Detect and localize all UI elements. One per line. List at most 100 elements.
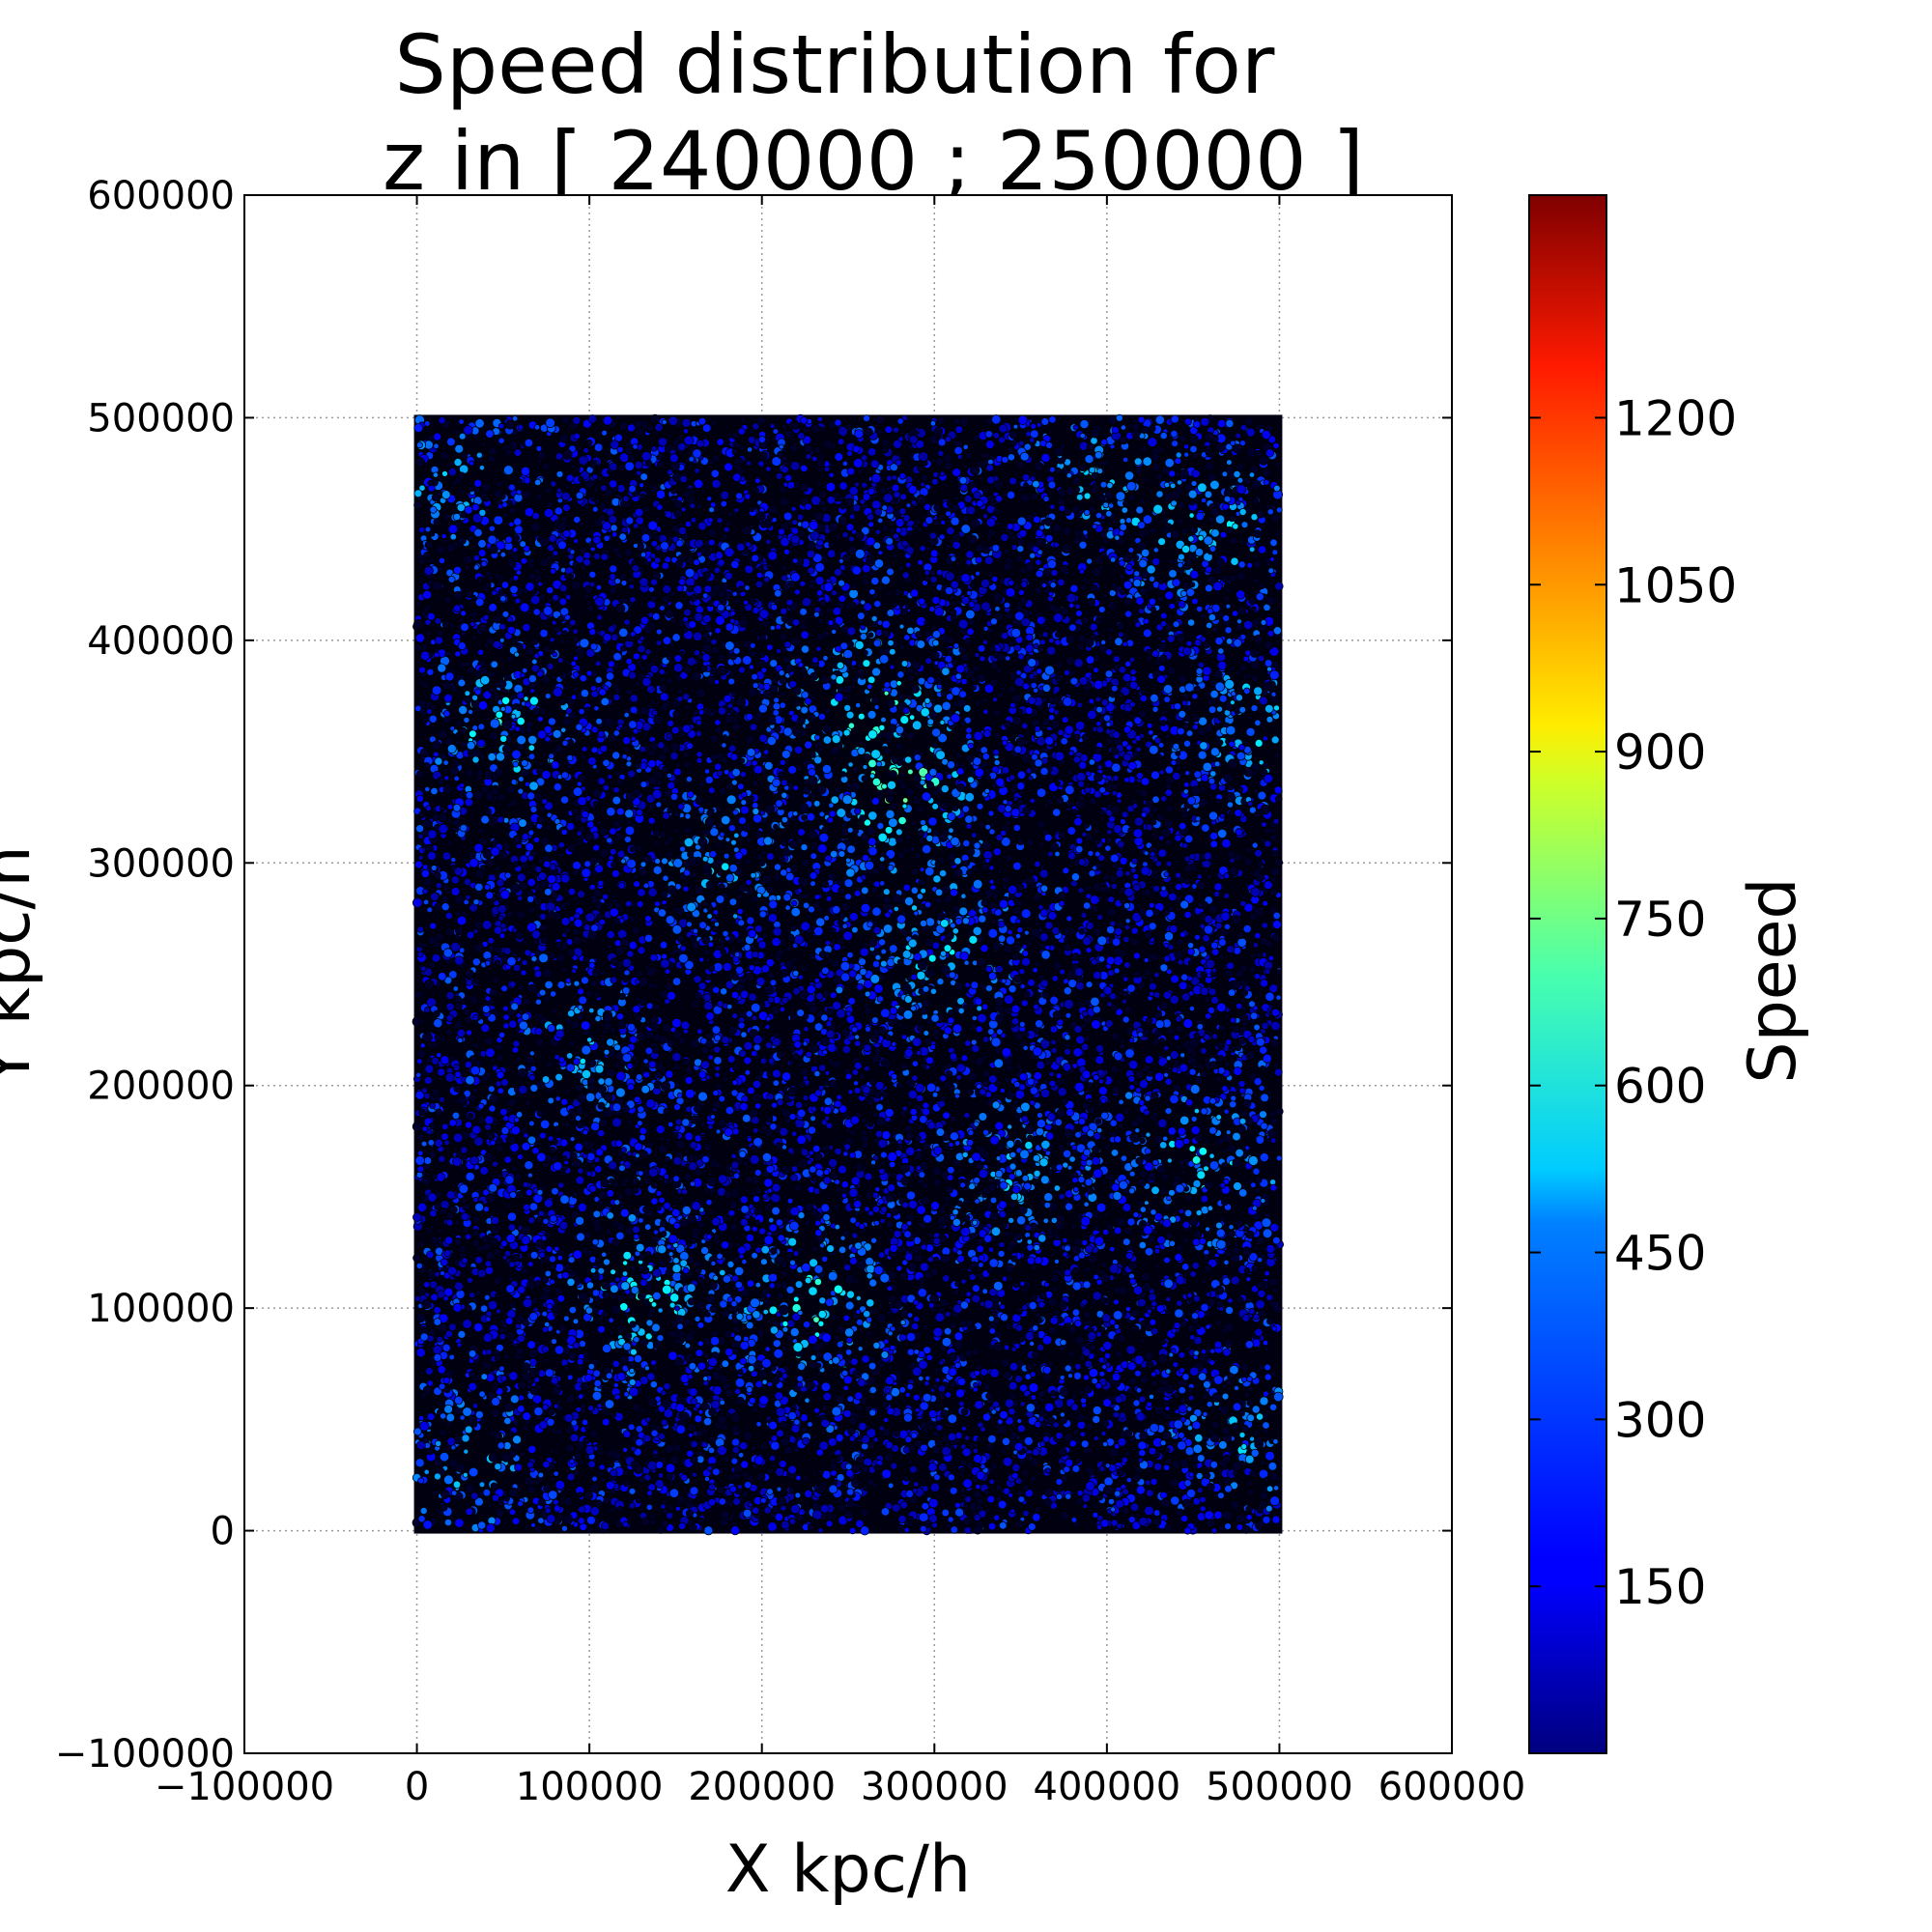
scatter-point <box>1250 1181 1257 1189</box>
scatter-point <box>416 1132 425 1142</box>
scatter-point <box>1251 553 1259 560</box>
scatter-point <box>807 566 815 575</box>
scatter-point <box>1148 1293 1157 1302</box>
scatter-point <box>1160 885 1167 892</box>
scatter-point <box>1085 1422 1094 1431</box>
scatter-point <box>441 469 448 477</box>
scatter-point <box>645 1098 656 1109</box>
scatter-point <box>696 1321 705 1329</box>
scatter-point <box>593 1295 601 1303</box>
scatter-point <box>593 553 601 560</box>
scatter-point <box>779 690 786 697</box>
scatter-point <box>779 1006 786 1013</box>
scatter-point <box>1065 486 1076 497</box>
scatter-point <box>488 730 498 741</box>
scatter-point <box>517 983 526 992</box>
scatter-point <box>754 580 764 589</box>
scatter-point <box>861 481 868 489</box>
scatter-point <box>1160 620 1168 628</box>
scatter-point <box>761 932 769 939</box>
scatter-point <box>1201 497 1208 504</box>
scatter-point <box>440 537 448 545</box>
scatter-point <box>976 802 984 810</box>
scatter-point <box>806 540 816 551</box>
scatter-point <box>733 507 740 513</box>
scatter-point <box>895 1264 903 1272</box>
scatter-point <box>670 725 680 735</box>
scatter-point <box>853 890 862 897</box>
scatter-point <box>676 688 684 696</box>
scatter-point <box>1076 493 1084 501</box>
scatter-point <box>496 1053 504 1063</box>
scatter-point <box>1227 1297 1234 1304</box>
scatter-point <box>714 841 722 849</box>
scatter-point <box>717 653 725 662</box>
scatter-point <box>877 863 887 871</box>
scatter-point <box>1134 1369 1142 1378</box>
scatter-point <box>1120 1037 1126 1044</box>
scatter-point <box>996 868 1003 874</box>
scatter-point <box>740 805 750 815</box>
scatter-point <box>1003 1344 1010 1351</box>
scatter-point <box>1145 648 1152 656</box>
scatter-point <box>664 1443 674 1455</box>
scatter-point <box>908 1199 919 1209</box>
scatter-point <box>436 1172 446 1182</box>
scatter-point <box>1258 1084 1265 1092</box>
scatter-point <box>1029 797 1036 805</box>
scatter-point <box>1039 639 1046 646</box>
scatter-point <box>999 1520 1008 1530</box>
scatter-point <box>1054 850 1061 858</box>
scatter-point <box>417 855 424 861</box>
scatter-point <box>1236 571 1246 582</box>
scatter-point <box>950 601 956 608</box>
scatter-point <box>913 1134 922 1143</box>
scatter-point <box>707 1054 714 1061</box>
scatter-point <box>1230 1275 1240 1286</box>
scatter-point <box>719 938 726 945</box>
scatter-point <box>466 930 475 940</box>
scatter-point <box>1233 639 1242 648</box>
scatter-point <box>698 956 705 963</box>
scatter-point <box>464 797 474 808</box>
scatter-point <box>1116 797 1122 805</box>
scatter-point <box>1274 858 1284 867</box>
scatter-point <box>1174 1308 1184 1319</box>
scatter-point <box>783 473 793 482</box>
scatter-point <box>528 1073 536 1082</box>
scatter-point <box>450 685 459 694</box>
scatter-point <box>455 719 464 727</box>
scatter-point <box>1074 1362 1082 1371</box>
scatter-point <box>495 1308 501 1315</box>
scatter-point <box>727 744 737 753</box>
scatter-point <box>800 644 810 654</box>
scatter-point <box>506 1211 518 1222</box>
scatter-point <box>1128 1170 1136 1178</box>
scatter-point <box>874 1186 881 1193</box>
scatter-point <box>1019 1383 1029 1393</box>
scatter-point <box>611 862 617 868</box>
scatter-point <box>1251 497 1260 505</box>
scatter-point <box>1249 1435 1256 1442</box>
scatter-point <box>727 824 736 833</box>
scatter-point <box>702 1351 711 1359</box>
scatter-point <box>916 893 924 900</box>
scatter-point <box>603 1258 611 1266</box>
scatter-point <box>931 630 942 639</box>
scatter-point <box>1264 1476 1270 1483</box>
scatter-point <box>966 1138 975 1147</box>
scatter-point <box>425 1056 433 1064</box>
scatter-point <box>1135 1087 1142 1094</box>
scatter-point <box>445 1014 454 1023</box>
scatter-point <box>876 822 885 831</box>
scatter-point <box>665 1137 671 1144</box>
scatter-point <box>768 1454 777 1463</box>
scatter-point <box>1269 1223 1280 1233</box>
scatter-point <box>694 1315 701 1322</box>
scatter-point <box>970 1038 978 1046</box>
scatter-point <box>771 1206 781 1216</box>
scatter-point <box>1192 1443 1204 1455</box>
scatter-point <box>561 1524 569 1532</box>
scatter-point <box>842 930 854 942</box>
scatter-point <box>1168 557 1176 565</box>
